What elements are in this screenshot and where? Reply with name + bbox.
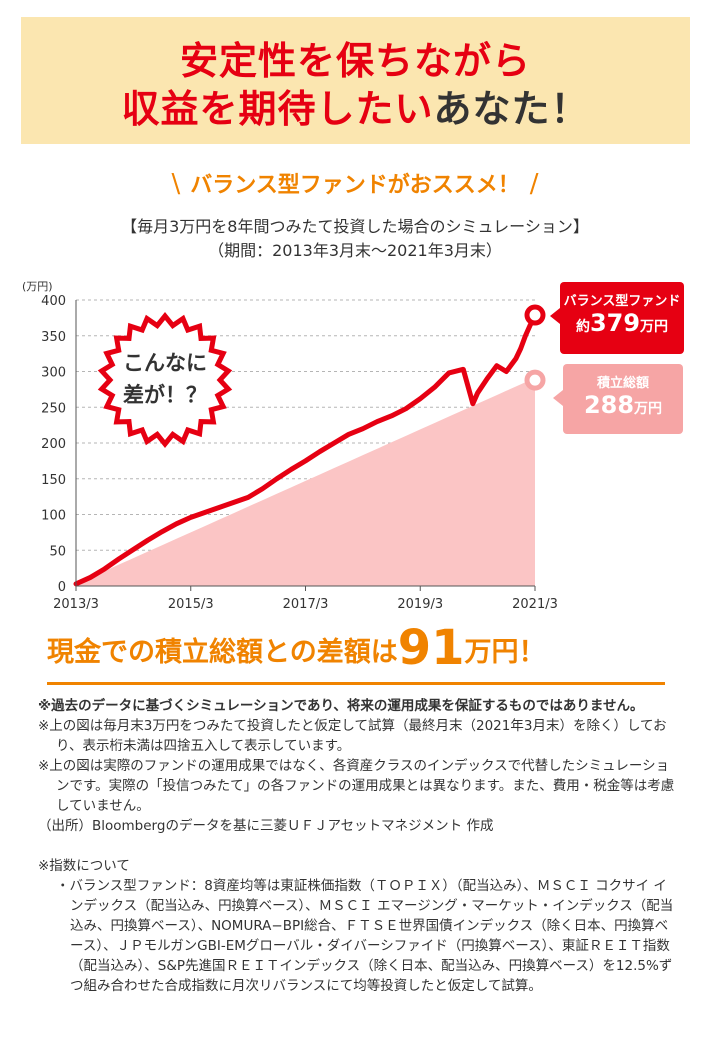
fund-value: 379: [589, 309, 641, 337]
y-tick-label: 400: [41, 294, 66, 309]
difference-heading: 現金での積立総額との差額は91万円！: [47, 620, 667, 676]
total-callout: 積立総額 288万円: [553, 364, 683, 434]
header-line2: 収益を期待したいあなた！: [21, 85, 690, 133]
note-source: （出所）Bloombergのデータを基に三菱ＵＦＪアセットマネジメント 作成: [38, 818, 494, 834]
header-highlight: 収益を期待したい: [121, 87, 434, 131]
subheading: \ バランス型ファンドがおススメ！ /: [0, 167, 710, 199]
x-tick-label: 2017/3: [283, 597, 329, 612]
fund-callout-value: 約379万円: [560, 309, 684, 337]
header-plain: あなた！: [433, 87, 590, 131]
note-1: ※過去のデータに基づくシミュレーションであり、将来の運用成果を保証するものではあ…: [38, 698, 644, 714]
slash-right: /: [529, 169, 539, 199]
total-end-marker: [524, 369, 546, 391]
total-callout-label: 積立総額: [596, 376, 649, 391]
x-tick-label: 2015/3: [168, 597, 214, 612]
fund-line-series: [73, 312, 538, 587]
total-callout-pointer: [553, 390, 563, 406]
subheading-text: バランス型ファンドがおススメ！: [190, 173, 520, 198]
index-title: ※指数について: [38, 858, 130, 874]
x-tick-labels: 2013/3 2015/3 2017/3 2019/3 2021/3: [53, 586, 558, 612]
y-tick-label: 0: [58, 580, 66, 595]
note-3: ※上の図は実際のファンドの運用成果ではなく、各資産クラスのインデックスで代替した…: [38, 758, 675, 814]
header-banner: 安定性を保ちながら 収益を期待したいあなた！: [21, 17, 690, 144]
y-tick-label: 150: [41, 473, 66, 488]
x-tick-label: 2019/3: [397, 597, 443, 612]
total-value: 288: [583, 391, 635, 419]
y-tick-label: 100: [41, 509, 66, 524]
fund-callout-pointer: [550, 308, 560, 324]
slash-left: \: [171, 169, 181, 199]
note-2: ※上の図は毎月末3万円をつみたて投資したと仮定して試算（最終月末（2021年3月…: [38, 718, 667, 754]
y-tick-label: 50: [49, 544, 66, 559]
fund-unit: 万円: [640, 319, 669, 335]
burst-badge: こんなに 差が！？: [97, 312, 233, 448]
y-tick-labels: 0 50 100 150 200 250 300 350 400: [41, 294, 66, 595]
y-tick-label: 300: [41, 366, 66, 381]
x-tick-label: 2021/3: [512, 597, 558, 612]
burst-shape: [97, 312, 233, 448]
x-tick-label: 2013/3: [53, 597, 99, 612]
y-unit-label: (万円): [22, 280, 53, 293]
difference-text: 現金での積立総額との差額は: [47, 637, 398, 668]
y-tick-label: 350: [41, 330, 66, 345]
fund-prefix: 約: [575, 319, 590, 335]
difference-underline: [47, 682, 665, 685]
fund-callout-label: バランス型ファンド: [563, 294, 681, 309]
y-tick-label: 250: [41, 401, 66, 416]
total-callout-value: 288万円: [563, 391, 683, 419]
fund-end-marker: [524, 304, 546, 326]
index-body: ・バランス型ファンド：8資産均等は東証株価指数（ＴＯＰＩＸ）（配当込み）、ＭＳＣ…: [56, 878, 674, 994]
chart-title: 【毎月3万円を8年間つみたて投資した場合のシミュレーション】 （期間：2013年…: [0, 215, 710, 263]
header-line1: 安定性を保ちながら: [179, 39, 531, 83]
chart-title-line2: （期間：2013年3月末〜2021年3月末）: [208, 241, 502, 260]
burst-line1: こんなに: [123, 351, 207, 375]
chart-title-line1: 【毎月3万円を8年間つみたて投資した場合のシミュレーション】: [121, 217, 589, 236]
total-area-series: [76, 380, 535, 586]
notes: ※過去のデータに基づくシミュレーションであり、将来の運用成果を保証するものではあ…: [38, 696, 678, 996]
difference-unit: 万円！: [464, 637, 546, 668]
y-tick-label: 200: [41, 437, 66, 452]
total-unit: 万円: [634, 401, 663, 417]
difference-number: 91: [397, 620, 465, 676]
burst-line2: 差が！？: [123, 383, 207, 407]
fund-callout: バランス型ファンド 約379万円: [550, 282, 684, 354]
